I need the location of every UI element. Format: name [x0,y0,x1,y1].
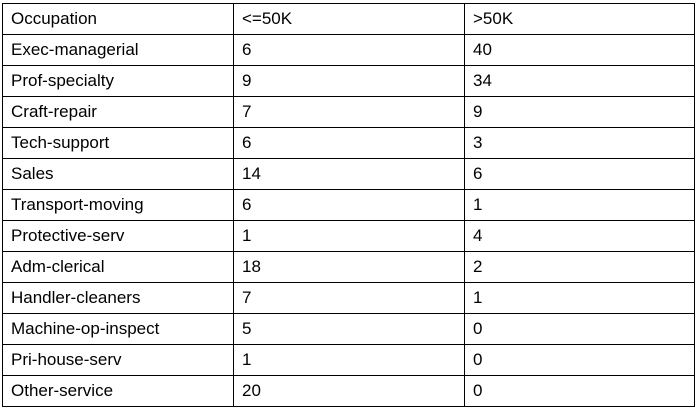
gt-50k-cell: 1 [464,189,695,221]
header-le-50k: <=50K [233,3,465,35]
gt-50k-cell: 0 [464,313,695,345]
occupation-cell: Machine-op-inspect [2,313,234,345]
le-50k-cell: 18 [233,251,465,283]
table-row: Protective-serv 1 4 [2,220,695,252]
le-50k-cell: 6 [233,189,465,221]
occupation-cell: Sales [2,158,234,190]
gt-50k-cell: 0 [464,344,695,376]
header-gt-50k: >50K [464,3,695,35]
le-50k-cell: 7 [233,96,465,128]
le-50k-cell: 7 [233,282,465,314]
gt-50k-cell: 1 [464,282,695,314]
occupation-income-table: Occupation <=50K >50K Exec-managerial 6 40… [2,3,695,407]
occupation-cell: Prof-specialty [2,65,234,97]
le-50k-cell: 20 [233,375,465,407]
table-body: Occupation <=50K >50K Exec-managerial 6 40… [2,3,695,407]
gt-50k-cell: 9 [464,96,695,128]
table-row: Craft-repair 7 9 [2,96,695,128]
occupation-cell: Pri-house-serv [2,344,234,376]
table-row: Tech-support 6 3 [2,127,695,159]
table-row: Handler-cleaners 7 1 [2,282,695,314]
occupation-cell: Tech-support [2,127,234,159]
le-50k-cell: 6 [233,127,465,159]
le-50k-cell: 5 [233,313,465,345]
gt-50k-cell: 6 [464,158,695,190]
occupation-cell: Craft-repair [2,96,234,128]
le-50k-cell: 6 [233,34,465,66]
table-row: Exec-managerial 6 40 [2,34,695,66]
table-row: Adm-clerical 18 2 [2,251,695,283]
table-row: Prof-specialty 9 34 [2,65,695,97]
occupation-income-table-container: Occupation <=50K >50K Exec-managerial 6 40… [2,3,695,407]
table-row: Other-service 20 0 [2,375,695,407]
occupation-cell: Protective-serv [2,220,234,252]
gt-50k-cell: 0 [464,375,695,407]
table-row: Sales 14 6 [2,158,695,190]
gt-50k-cell: 3 [464,127,695,159]
table-row: Pri-house-serv 1 0 [2,344,695,376]
header-row: Occupation <=50K >50K [2,3,695,35]
gt-50k-cell: 40 [464,34,695,66]
table-row: Machine-op-inspect 5 0 [2,313,695,345]
le-50k-cell: 9 [233,65,465,97]
le-50k-cell: 1 [233,344,465,376]
occupation-cell: Other-service [2,375,234,407]
occupation-cell: Transport-moving [2,189,234,221]
gt-50k-cell: 4 [464,220,695,252]
header-occupation: Occupation [2,3,234,35]
le-50k-cell: 14 [233,158,465,190]
le-50k-cell: 1 [233,220,465,252]
occupation-cell: Exec-managerial [2,34,234,66]
gt-50k-cell: 34 [464,65,695,97]
gt-50k-cell: 2 [464,251,695,283]
occupation-cell: Adm-clerical [2,251,234,283]
occupation-cell: Handler-cleaners [2,282,234,314]
table-row: Transport-moving 6 1 [2,189,695,221]
